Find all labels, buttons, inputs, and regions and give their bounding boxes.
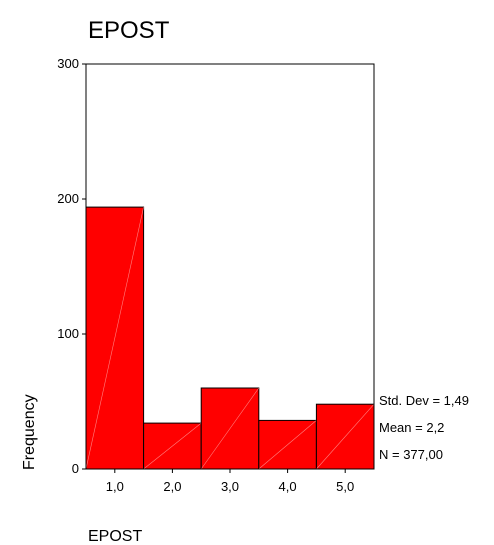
y-tick-label: 0 bbox=[72, 461, 79, 476]
bar-hatch-line bbox=[85, 207, 144, 470]
bar-hatch-line bbox=[316, 404, 375, 470]
x-tick-label: 2,0 bbox=[163, 479, 181, 494]
std-dev-label: Std. Dev = 1,49 bbox=[379, 393, 469, 408]
x-tick-label: 5,0 bbox=[336, 479, 354, 494]
y-tick-label: 200 bbox=[57, 191, 79, 206]
bars-layer bbox=[85, 206, 375, 470]
mean-label: Mean = 2,2 bbox=[379, 420, 444, 435]
y-tick-label: 100 bbox=[57, 326, 79, 341]
x-tick-label: 1,0 bbox=[106, 479, 124, 494]
x-tick-label: 3,0 bbox=[221, 479, 239, 494]
chart-title: EPOST bbox=[88, 17, 170, 44]
bar-hatch-line bbox=[258, 420, 317, 470]
x-axis-label: EPOST bbox=[88, 528, 142, 545]
x-axis: 1,0 2,0 3,0 4,0 5,0 bbox=[106, 469, 354, 494]
bar-hatch-line bbox=[200, 387, 260, 470]
y-tick-label: 300 bbox=[57, 56, 79, 71]
y-axis: 0 100 200 300 bbox=[57, 56, 86, 476]
bar-hatch-line bbox=[143, 422, 202, 470]
n-label: N = 377,00 bbox=[379, 447, 443, 462]
y-axis-label: Frequency bbox=[21, 394, 38, 470]
x-tick-label: 4,0 bbox=[279, 479, 297, 494]
